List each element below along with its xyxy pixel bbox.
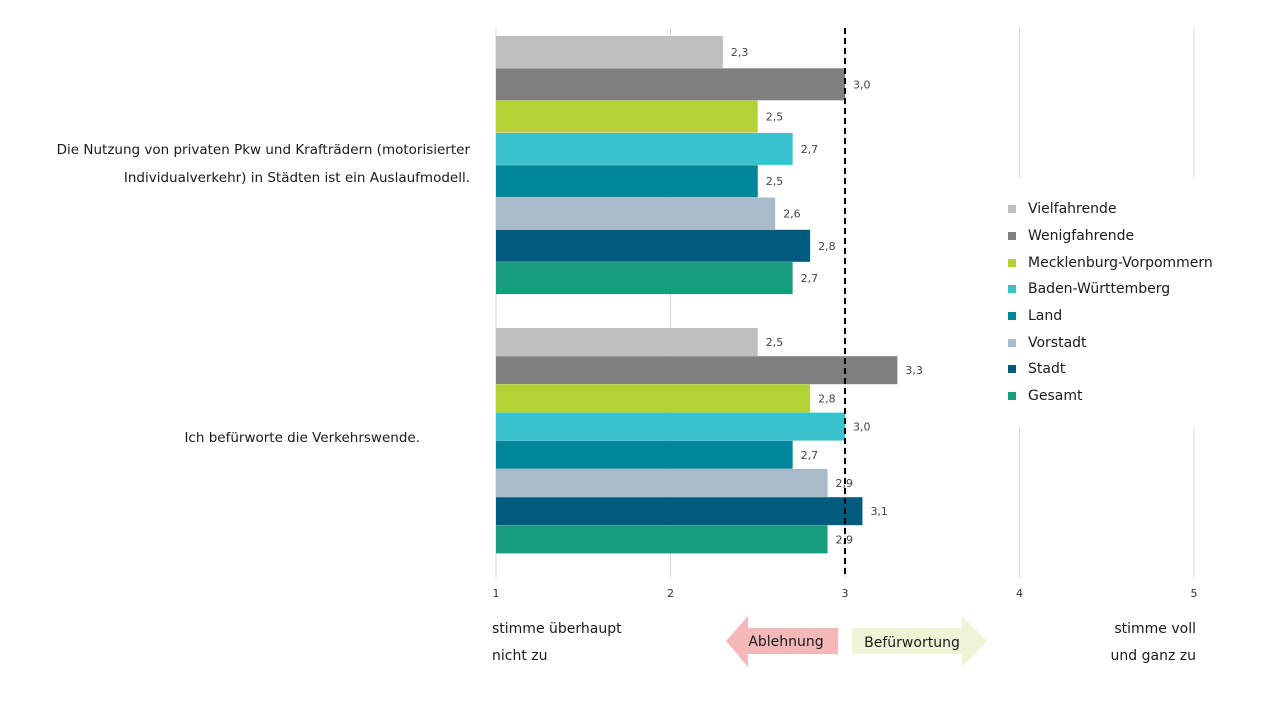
legend-item: Gesamt xyxy=(1008,383,1213,410)
legend-swatch xyxy=(1008,338,1016,347)
value-label-1-8: 2,7 xyxy=(801,272,819,285)
legend-swatch xyxy=(1008,365,1016,374)
scale-label-left-line-1: stimme überhaupt xyxy=(492,621,622,637)
bar-1-stadt xyxy=(496,229,811,262)
legend-item: Baden-Württemberg xyxy=(1008,276,1213,303)
bar-2-stadt xyxy=(496,497,863,526)
scale-label-right-line-1: stimme voll xyxy=(1114,621,1196,637)
bar-2-vielfahrende xyxy=(496,328,758,356)
scale-label-left: stimme überhaupt nicht zu xyxy=(492,616,692,670)
category-label-2: Ich befürworte die Verkehrswende. xyxy=(30,424,420,452)
value-label-2-2: 3,3 xyxy=(905,364,923,377)
category-label-1-line-1: Die Nutzung von privaten Pkw und Krafträ… xyxy=(56,142,470,158)
x-tick-label-5: 5 xyxy=(1191,587,1198,600)
value-label-2-7: 3,1 xyxy=(870,505,888,518)
bar-2-land xyxy=(496,440,793,469)
legend-item: Mecklenburg-Vorpommern xyxy=(1008,249,1213,276)
value-label-2-5: 2,7 xyxy=(801,449,819,462)
legend-swatch xyxy=(1008,232,1016,241)
bar-2-mecklenburg-vorpommern xyxy=(496,384,811,413)
legend-label: Vielfahrende xyxy=(1028,201,1117,218)
bar-1-baden-w-rttemberg xyxy=(496,132,793,165)
legend-item: Vorstadt xyxy=(1008,329,1213,356)
legend-label: Gesamt xyxy=(1028,388,1083,405)
legend-swatch xyxy=(1008,285,1016,294)
legend-item: Land xyxy=(1008,303,1213,330)
category-label-1-line-2: Individualverkehr) in Städten ist ein Au… xyxy=(123,170,470,186)
value-label-1-7: 2,8 xyxy=(818,240,836,253)
legend-item: Stadt xyxy=(1008,356,1213,383)
x-tick-label-3: 3 xyxy=(842,587,849,600)
category-label-1: Die Nutzung von privaten Pkw und Krafträ… xyxy=(30,136,470,192)
ablehnung-arrow xyxy=(726,616,838,667)
legend-label: Land xyxy=(1028,308,1063,325)
legend-label: Stadt xyxy=(1028,361,1066,378)
legend-item: Wenigfahrende xyxy=(1008,223,1213,250)
value-label-1-1: 2,3 xyxy=(731,46,749,59)
bar-1-gesamt xyxy=(496,262,793,295)
value-label-1-2: 3,0 xyxy=(853,78,871,91)
legend-label: Vorstadt xyxy=(1028,334,1087,351)
legend-label: Mecklenburg-Vorpommern xyxy=(1028,254,1213,271)
legend-swatch xyxy=(1008,392,1016,401)
legend-swatch xyxy=(1008,205,1016,214)
legend-item: Vielfahrende xyxy=(1008,196,1213,223)
bar-1-vorstadt xyxy=(496,197,776,230)
befuerwortung-label: Befürwortung xyxy=(864,635,960,651)
value-label-2-3: 2,8 xyxy=(818,392,836,405)
value-label-2-4: 3,0 xyxy=(853,421,871,434)
bar-1-land xyxy=(496,165,758,198)
category-label-2-line-1: Ich befürworte die Verkehrswende. xyxy=(184,430,420,446)
legend-swatch xyxy=(1008,258,1016,267)
value-label-1-6: 2,6 xyxy=(783,208,801,221)
legend-label: Baden-Württemberg xyxy=(1028,281,1171,298)
befuerwortung-arrow xyxy=(852,616,987,667)
x-tick-label-1: 1 xyxy=(493,587,500,600)
legend-label: Wenigfahrende xyxy=(1028,228,1135,245)
value-label-1-3: 2,5 xyxy=(766,111,784,124)
scale-label-left-line-2: nicht zu xyxy=(492,648,548,664)
bar-2-gesamt xyxy=(496,525,828,554)
scale-label-right: stimme voll und ganz zu xyxy=(1000,616,1196,670)
bar-1-mecklenburg-vorpommern xyxy=(496,100,758,133)
bar-2-baden-w-rttemberg xyxy=(496,412,845,441)
bar-1-vielfahrende xyxy=(496,36,723,68)
legend: Vielfahrende Wenigfahrende Mecklenburg-Vor… xyxy=(1008,196,1213,410)
scale-label-right-line-2: und ganz zu xyxy=(1110,648,1196,664)
x-tick-label-4: 4 xyxy=(1016,587,1023,600)
legend-swatch xyxy=(1008,312,1016,321)
bar-2-wenigfahrende xyxy=(496,356,898,385)
value-label-1-4: 2,7 xyxy=(801,143,819,156)
bar-1-wenigfahrende xyxy=(496,68,845,101)
x-tick-label-2: 2 xyxy=(667,587,674,600)
ablehnung-label: Ablehnung xyxy=(748,634,823,650)
value-label-2-1: 2,5 xyxy=(766,336,784,349)
value-label-1-5: 2,5 xyxy=(766,175,784,188)
bar-2-vorstadt xyxy=(496,469,828,497)
